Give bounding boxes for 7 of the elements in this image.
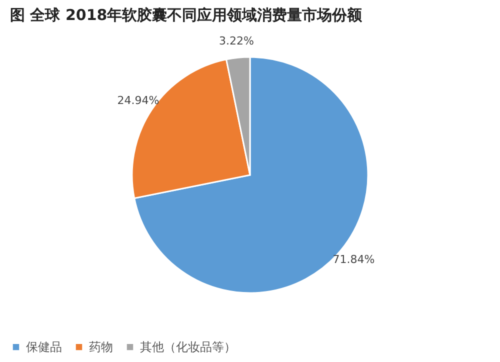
data-label: 71.84% [332,252,375,266]
data-label: 24.94% [117,94,160,108]
legend-label: 保健品 [26,340,62,354]
legend-label: 药物 [89,340,113,354]
legend-label: 其他（化妆品等） [140,340,236,354]
chart-title: 图 全球 2018年软胶囊不同应用领域消费量市场份额 [10,6,364,24]
data-label: 3.22% [218,34,254,48]
